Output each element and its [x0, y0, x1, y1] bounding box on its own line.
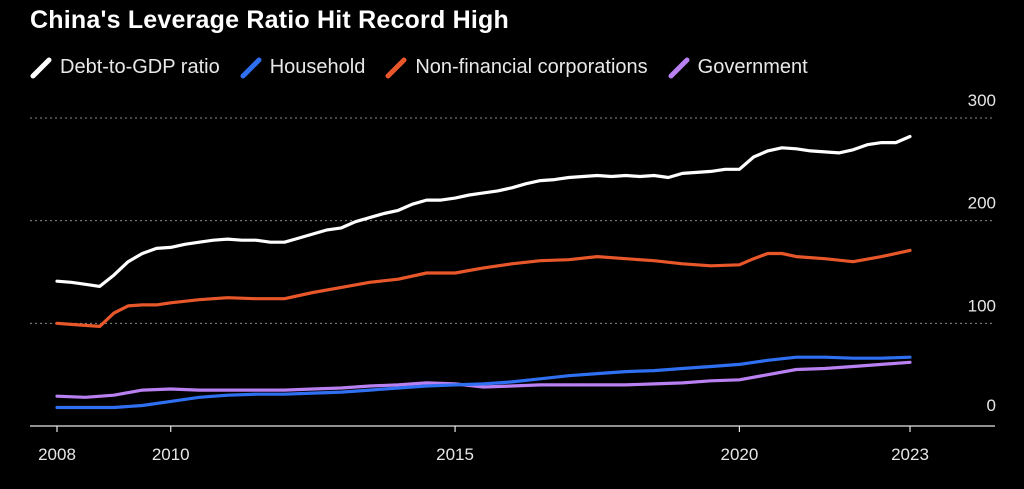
- x-tick-label: 2020: [720, 445, 758, 464]
- y-tick-label: 100: [968, 296, 996, 315]
- series-line-non-financial-corporations: [55, 248, 912, 328]
- x-tick-label: 2008: [38, 445, 76, 464]
- legend-item-household: Household: [240, 56, 366, 79]
- series-line-government: [55, 360, 912, 399]
- series-line-debt-to-gdp-ratio: [55, 134, 912, 288]
- legend-swatch-icon: [385, 57, 407, 79]
- y-tick-label: 0: [987, 396, 996, 415]
- x-tick-label: 2010: [152, 445, 190, 464]
- chart-title: China's Leverage Ratio Hit Record High: [30, 6, 509, 34]
- legend-item-non-financial-corporations: Non-financial corporations: [385, 56, 648, 79]
- legend-swatch-icon: [668, 57, 690, 79]
- y-tick-label: 200: [968, 194, 996, 213]
- legend-item-debt-to-gdp: Debt-to-GDP ratio: [30, 56, 220, 79]
- legend-label: Government: [697, 56, 808, 78]
- legend-label: Non-financial corporations: [415, 56, 648, 78]
- series-line-household: [55, 355, 912, 410]
- legend-label: Debt-to-GDP ratio: [60, 56, 220, 78]
- y-tick-label: 300: [968, 91, 996, 110]
- legend: Debt-to-GDP ratio Household Non-financia…: [30, 56, 828, 79]
- legend-swatch-icon: [30, 57, 52, 79]
- legend-label: Household: [269, 56, 366, 78]
- legend-item-government: Government: [668, 56, 808, 79]
- legend-swatch-icon: [240, 57, 262, 79]
- x-tick-label: 2023: [891, 445, 929, 464]
- x-tick-label: 2015: [436, 445, 474, 464]
